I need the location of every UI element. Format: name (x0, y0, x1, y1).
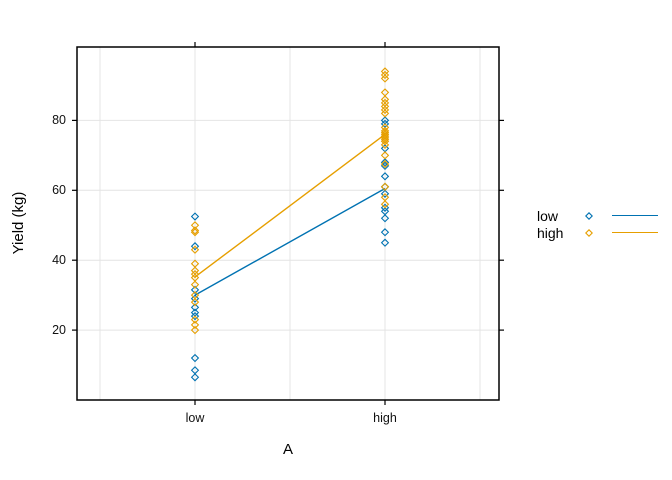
legend-line-low (612, 215, 658, 216)
legend-line-high (612, 232, 658, 233)
x-tick-label-high: high (373, 411, 397, 425)
x-axis-title: A (282, 441, 293, 458)
legend-item-high: high (537, 224, 658, 241)
legend: low high (537, 207, 658, 241)
legend-label-low: low (537, 207, 559, 224)
legend-diamond-icon (585, 211, 593, 220)
legend-item-low: low (537, 207, 658, 224)
y-tick-label: 20 (52, 323, 66, 338)
legend-label-high: high (537, 224, 564, 241)
y-axis-title: Yield (kg) (10, 191, 27, 255)
y-tick-label: 40 (52, 253, 66, 268)
y-tick-label: 60 (52, 183, 66, 198)
y-tick-label: 80 (52, 113, 66, 128)
legend-diamond-icon (585, 228, 593, 237)
x-tick-label-low: low (185, 411, 205, 425)
